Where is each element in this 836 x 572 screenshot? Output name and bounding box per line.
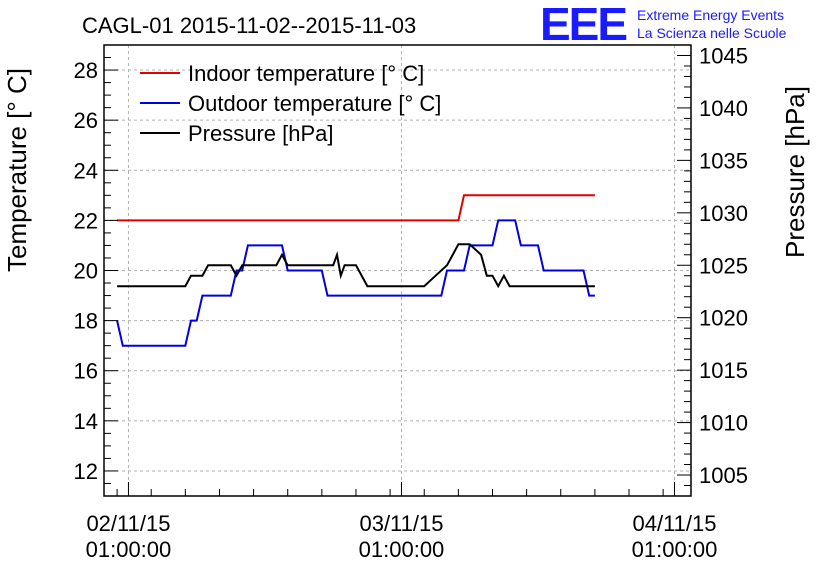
x-tick-label-time: 01:00:00 [359,537,445,562]
x-tick-label-date: 04/11/15 [632,511,716,536]
logo-line-2: La Scienza nelle Scuole [637,25,787,41]
legend: Indoor temperature [° C] Outdoor temperat… [140,61,441,146]
series-line-1 [116,219,595,347]
y2-tick-label: 1030 [699,201,748,226]
series-line-0 [117,194,595,222]
x-tick-label-date: 02/11/15 [86,511,170,536]
x-tick-label-time: 01:00:00 [632,537,718,562]
series-lines [116,194,595,347]
y2-tick-label: 1035 [699,148,748,173]
logo-line-1: Extreme Energy Events [637,7,784,23]
y-tick-label: 14 [74,409,98,434]
legend-label: Pressure [hPa] [188,121,334,146]
y2-tick-label: 1015 [699,358,748,383]
legend-label: Indoor temperature [° C] [188,61,424,86]
y2-tick-label: 1025 [699,253,748,278]
y-tick-label: 16 [74,359,98,384]
y-tick-label: 28 [74,58,98,83]
axes: 12 14 16 18 20 22 24 26 28 1005 1010 1015 1020 1025 10… [74,43,748,562]
y-tick-label: 22 [74,208,98,233]
eee-logo: EEE Extreme Energy Events La Scienza nel… [540,0,787,50]
y-tick-label: 24 [74,158,98,183]
y2-tick-label: 1045 [699,43,748,68]
legend-label: Outdoor temperature [° C] [188,91,441,116]
logo-letters: EEE [540,0,626,50]
y-tick-label: 26 [74,108,98,133]
x-tick-label-time: 01:00:00 [86,537,172,562]
y2-tick-label: 1020 [699,306,748,331]
y-tick-label: 20 [74,259,98,284]
y2-axis-label: Pressure [hPa] [780,86,810,258]
y-tick-label: 12 [74,459,98,484]
y-axis-label: Temperature [° C] [2,68,32,272]
series-line-2 [117,243,595,289]
y2-tick-label: 1040 [699,96,748,121]
y-tick-label: 18 [74,309,98,334]
y2-tick-label: 1005 [699,463,748,488]
y2-tick-label: 1010 [699,411,748,436]
x-tick-label-date: 03/11/15 [359,511,443,536]
chart-title: CAGL-01 2015-11-02--2015-11-03 [82,13,416,38]
